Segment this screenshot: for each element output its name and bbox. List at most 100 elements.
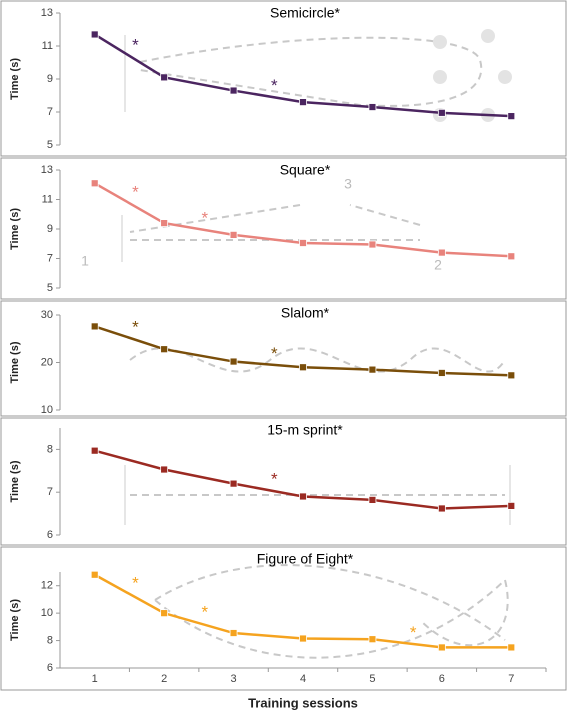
y-tick-label: 8 [47,634,53,646]
data-point [90,446,99,455]
significance-marker: * [410,623,417,642]
y-axis-label: Time (s) [9,58,21,100]
y-tick-label: 5 [47,282,53,294]
y-tick-label: 7 [47,106,53,118]
data-point [160,73,169,82]
x-tick-label: 5 [369,673,375,685]
x-tick-label: 4 [300,673,306,685]
y-tick-label: 11 [42,193,53,205]
y-tick-label: 10 [41,404,53,416]
data-point [507,252,516,261]
x-tick-label: 2 [161,673,167,685]
panel-title: Semicircle* [270,5,341,21]
semicircle-path [139,36,483,107]
y-tick-label: 5 [47,139,53,151]
y-axis-label: Time (s) [9,208,21,250]
square-path [129,204,421,241]
data-point [90,179,99,188]
data-point [507,643,516,652]
significance-marker: * [271,470,278,489]
data-point [229,230,238,239]
data-point [437,248,446,257]
y-tick-label: 9 [47,223,53,235]
x-tick-label: 7 [508,673,514,685]
y-tick-label: 11 [42,40,53,52]
y-tick-label: 8 [47,443,53,455]
y-tick-label: 9 [47,73,53,85]
y-tick-label: 6 [47,662,53,674]
data-point [160,219,169,228]
data-point [160,465,169,474]
significance-marker: * [271,344,278,363]
panel-title: Figure of Eight* [257,551,354,567]
cone [498,70,512,84]
diagram-label: 1 [81,253,89,269]
data-point [437,504,446,513]
diagram-label: 3 [344,176,352,192]
data-point [229,479,238,488]
significance-marker: * [132,573,139,592]
data-point [368,496,377,504]
data-point [299,363,307,372]
y-axis-label: Time (s) [9,341,21,383]
data-point [299,492,307,501]
cone [481,29,495,43]
data-point [160,345,169,354]
cone [433,35,447,49]
panel-title: Slalom* [281,305,330,321]
data-point [437,643,446,652]
significance-marker: * [132,35,139,54]
significance-marker: * [132,183,139,202]
data-point [160,609,169,618]
y-tick-label: 10 [41,607,53,619]
data-point [90,30,99,39]
y-axis-label: Time (s) [9,460,21,502]
data-point [299,98,307,106]
panel-border [0,417,567,546]
data-point [299,634,307,643]
panel-title: 15-m sprint* [267,422,343,438]
y-tick-label: 7 [47,486,53,498]
data-point [368,365,377,374]
data-point [229,629,238,637]
data-point [507,112,516,121]
significance-marker: * [271,76,278,95]
panel-border [0,157,567,300]
significance-marker: * [202,603,209,622]
data-point [368,635,377,644]
y-tick-label: 13 [41,164,53,176]
illustrations [121,29,512,659]
panel-border [0,546,567,691]
data-point [507,501,516,510]
y-tick-label: 13 [41,7,53,19]
data-point [437,108,446,117]
y-tick-label: 20 [41,356,53,368]
data-point [90,322,99,331]
data-point [368,240,377,249]
x-tick-label: 6 [439,673,445,685]
x-tick-label: 3 [231,673,237,685]
y-tick-label: 12 [41,580,53,592]
data-point [299,239,307,247]
figure-eight-path [154,564,509,659]
panel-title: Square* [280,162,331,178]
y-tick-label: 7 [47,252,53,264]
significance-marker: * [132,317,139,336]
x-tick-label: 1 [92,673,98,685]
slalom-path [129,347,506,373]
data-point [90,570,99,579]
y-tick-label: 6 [47,529,53,541]
panel-border [0,300,567,417]
cone [433,70,447,84]
data-point [229,86,238,95]
y-tick-label: 30 [41,309,53,321]
panel-border [0,0,567,157]
data-point [507,371,516,380]
x-axis-label: Training sessions [248,695,358,710]
significance-marker: * [202,208,209,227]
data-point [368,103,377,111]
diagram-label: 2 [434,257,442,273]
data-point [437,369,446,377]
y-axis-label: Time (s) [9,599,21,641]
